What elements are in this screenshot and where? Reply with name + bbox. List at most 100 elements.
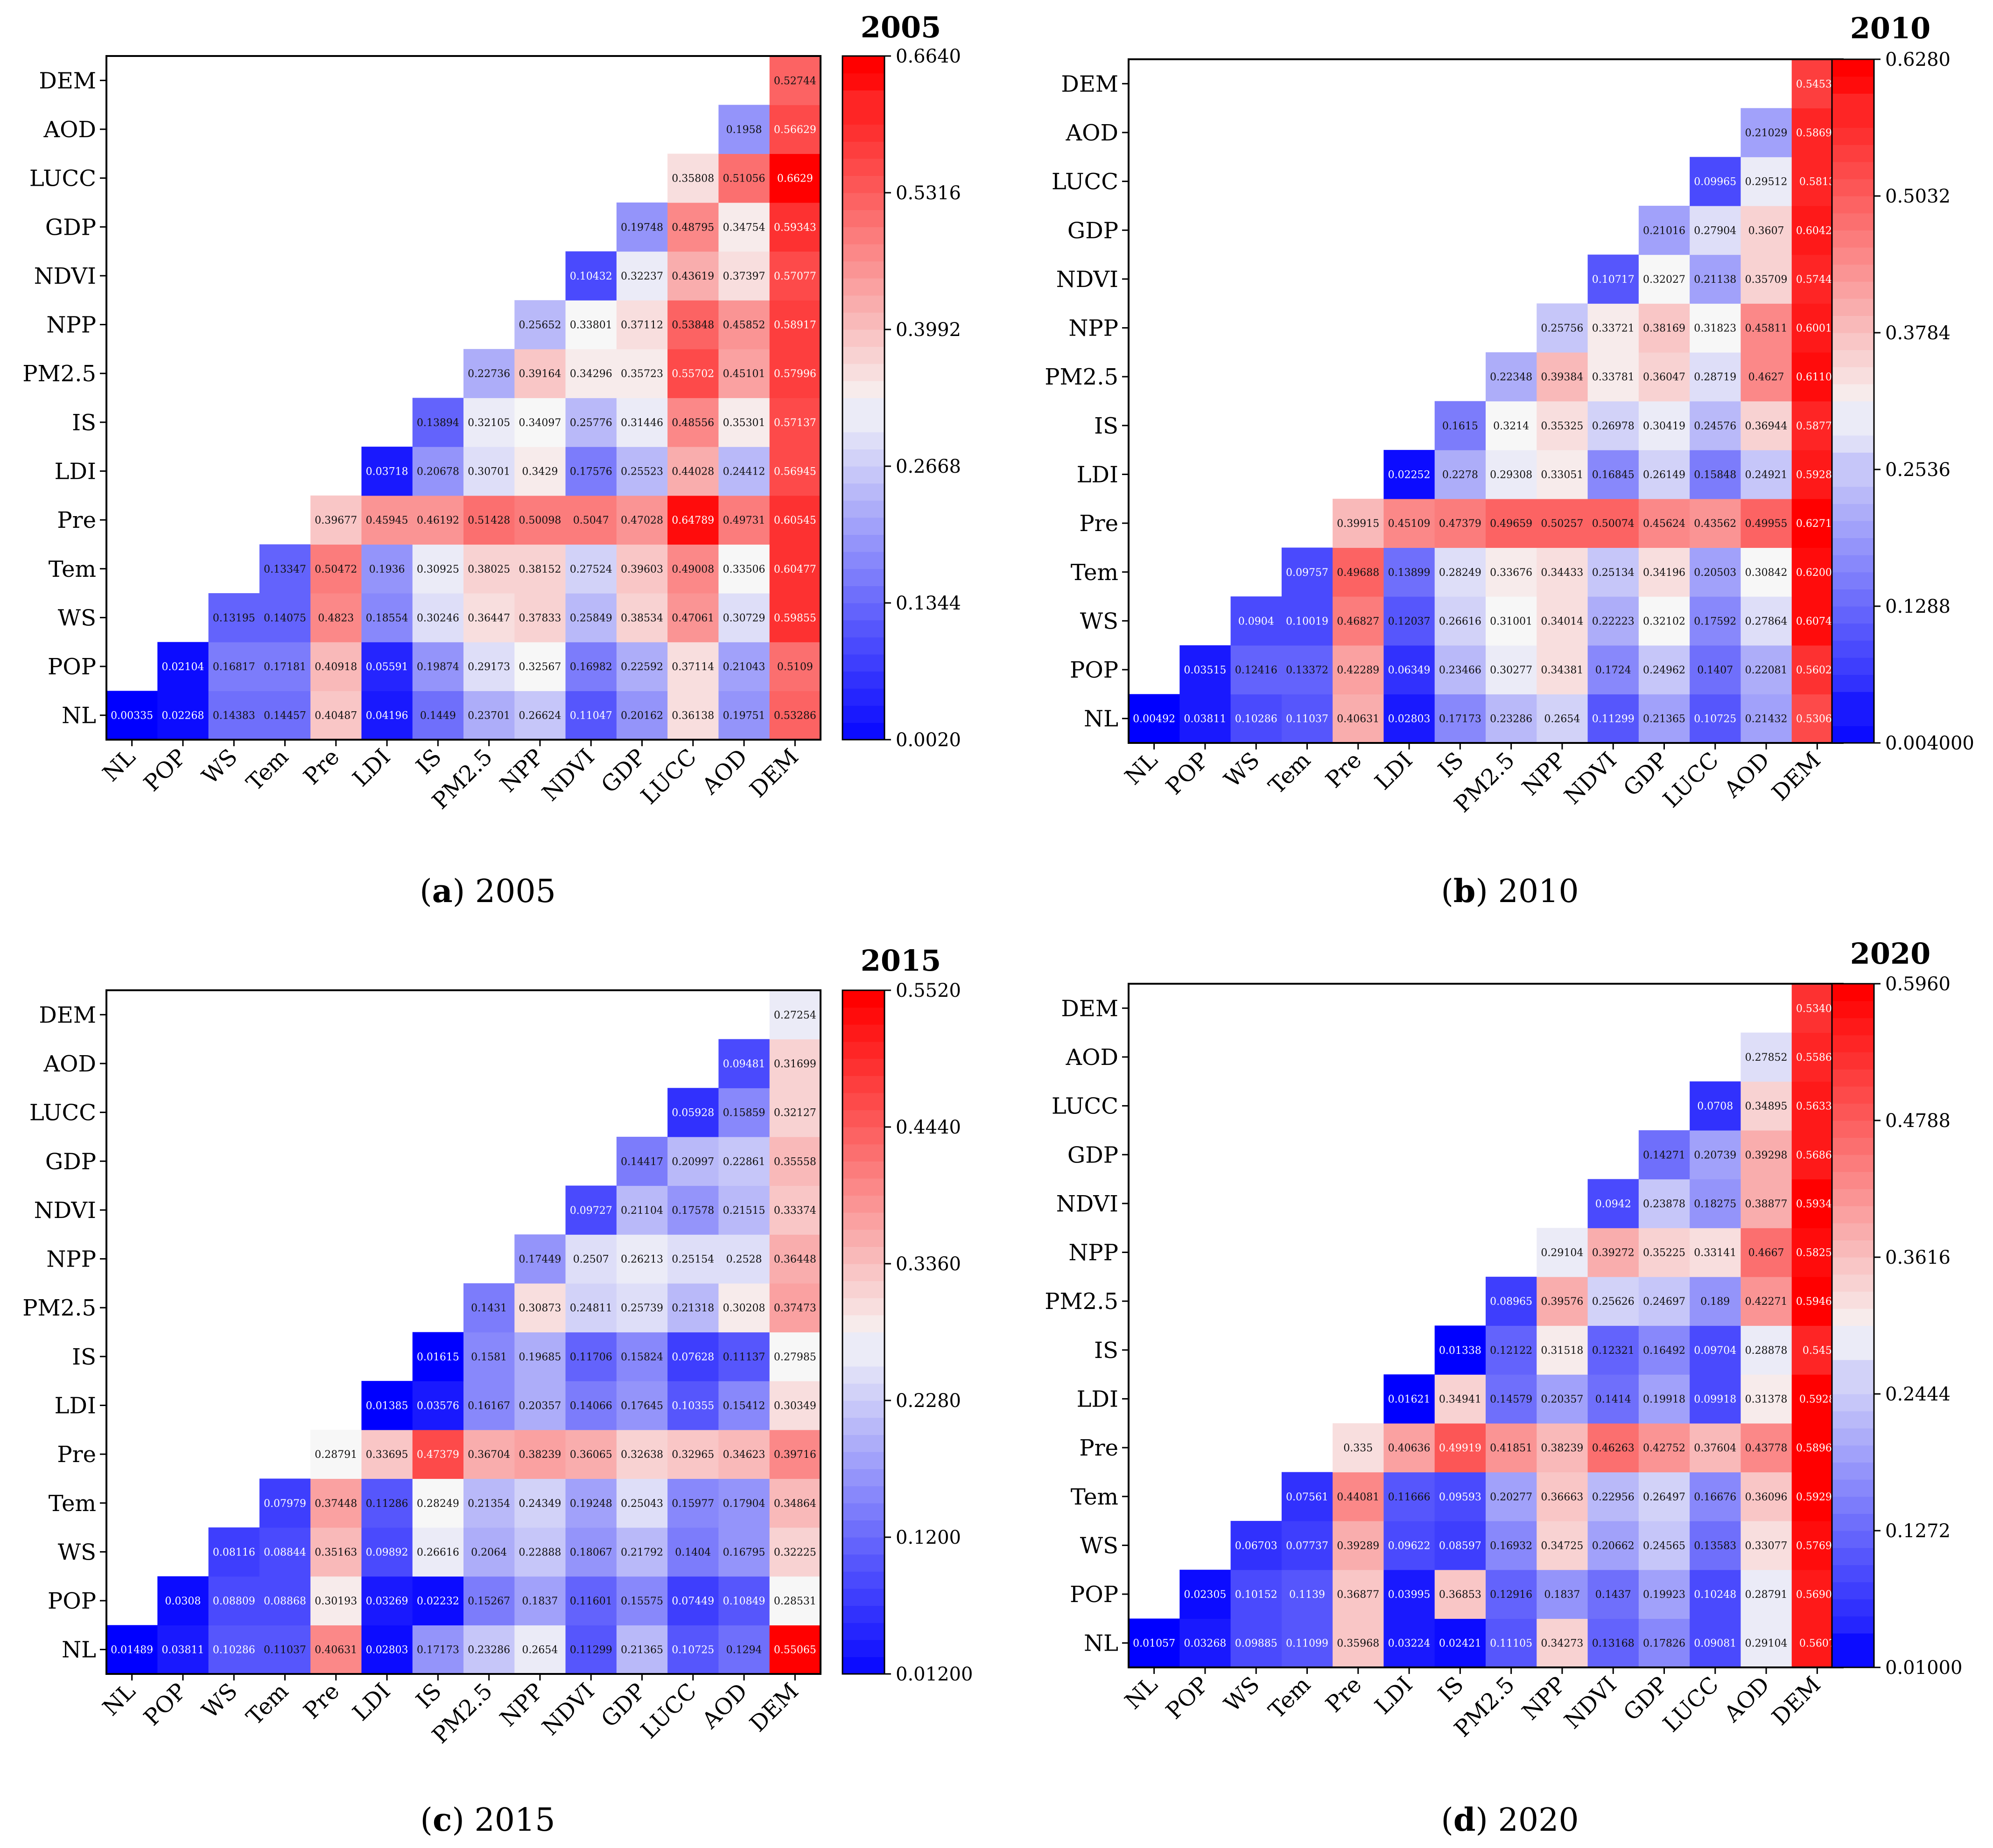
heatmap-cell <box>718 1429 770 1479</box>
cell-value-label: 0.48556 <box>672 417 714 429</box>
cell-value-label: 0.25849 <box>570 612 612 624</box>
x-tick-label: IS <box>411 1678 447 1714</box>
cell-value-label: 0.14579 <box>1490 1393 1532 1405</box>
heatmap-cell <box>769 1039 821 1088</box>
cell-value-label: 0.39384 <box>1541 371 1583 383</box>
y-tick-label: LDI <box>1077 1386 1118 1412</box>
cell-value-label: 0.53286 <box>774 710 816 722</box>
heatmap-cell <box>1230 645 1282 694</box>
cell-value-label: 0.39915 <box>1337 518 1379 530</box>
heatmap-cell <box>1638 694 1690 743</box>
heatmap-cell <box>616 1429 668 1479</box>
heatmap-cell <box>1486 547 1537 597</box>
heatmap-cell <box>1383 450 1435 499</box>
heatmap-cell <box>310 1625 362 1674</box>
cell-value-label: 0.28249 <box>417 1498 459 1510</box>
colorbar-tick-label: 0.3360 <box>896 1253 961 1275</box>
heatmap-cell <box>1537 1521 1588 1570</box>
colorbar-step <box>842 1486 884 1504</box>
cell-value-label: 0.01621 <box>1388 1393 1431 1405</box>
heatmap-cell <box>1740 450 1792 499</box>
cell-value-label: 0.09704 <box>1694 1345 1736 1357</box>
heatmap-cell <box>769 990 821 1040</box>
colorbar-step <box>842 637 884 655</box>
colorbar-step <box>1832 1086 1874 1104</box>
heatmap-cell <box>1638 401 1690 450</box>
heatmap-cell <box>1740 1325 1792 1375</box>
cell-value-label: 0.17904 <box>723 1498 765 1510</box>
cell-value-label: 0.4627 <box>1748 371 1784 383</box>
cell-value-label: 0.43778 <box>1745 1442 1788 1454</box>
cell-value-label: 0.33051 <box>1541 469 1583 481</box>
heatmap-cell <box>1434 1423 1486 1473</box>
heatmap-cell <box>1690 303 1741 353</box>
colorbar-step <box>1832 1018 1874 1036</box>
cell-value-label: 0.31378 <box>1745 1393 1788 1405</box>
heatmap-cell <box>1537 498 1588 548</box>
y-tick-label: LDI <box>1077 462 1118 488</box>
cell-value-label: 0.31446 <box>621 417 663 429</box>
colorbar-step <box>1832 401 1874 419</box>
cell-value-label: 0.36138 <box>672 710 714 722</box>
cell-value-label: 0.29173 <box>468 661 510 673</box>
cell-value-label: 0.40631 <box>315 1645 357 1656</box>
heatmap-cell <box>1740 108 1792 157</box>
heatmap-cell <box>412 544 464 594</box>
cell-value-label: 0.45101 <box>723 368 765 380</box>
heatmap-cell <box>310 1478 362 1528</box>
heatmap-cell <box>616 1478 668 1528</box>
heatmap-cell <box>1537 1618 1588 1668</box>
cell-value-label: 0.0942 <box>1595 1198 1631 1210</box>
heatmap-cell <box>1690 596 1741 646</box>
x-tick-label: DEM <box>1767 1672 1826 1730</box>
heatmap-cell <box>157 642 209 691</box>
colorbar-tick-label: 0.2668 <box>896 456 961 477</box>
cell-value-label: 0.45624 <box>1643 518 1685 530</box>
cell-value-label: 0.34623 <box>723 1449 765 1461</box>
colorbar-step <box>842 175 884 193</box>
heatmap-cell <box>718 1283 770 1333</box>
colorbar-step <box>842 1571 884 1589</box>
heatmap-cell <box>463 1332 515 1381</box>
heatmap-cell <box>1383 1374 1435 1424</box>
cell-value-label: 0.33721 <box>1592 323 1635 335</box>
colorbar-frame <box>842 989 885 1675</box>
colorbar-step <box>1832 572 1874 589</box>
cell-value-label: 0.28531 <box>774 1596 816 1607</box>
colorbar-tick-label: 0.6280 <box>1885 49 1951 70</box>
cell-value-label: 0.47028 <box>621 515 663 526</box>
cell-value-label: 0.22223 <box>1592 616 1635 627</box>
cell-value-label: 0.23466 <box>1439 665 1481 676</box>
colorbar-step <box>842 1520 884 1538</box>
cell-value-label: 0.10355 <box>672 1400 714 1412</box>
y-tick-label: NDVI <box>1056 266 1118 293</box>
colorbar-step <box>1832 1616 1874 1634</box>
cell-value-label: 0.15848 <box>1694 469 1736 481</box>
colorbar-step <box>842 1588 884 1606</box>
x-tick-label: LDI <box>1370 1672 1418 1720</box>
cell-value-label: 0.13583 <box>1694 1540 1736 1552</box>
y-tick-label: NL <box>1084 706 1118 732</box>
y-tick-label: NPP <box>1068 1240 1118 1266</box>
heatmap-cell <box>667 1527 719 1577</box>
cell-value-label: 0.15977 <box>672 1498 714 1510</box>
cell-value-label: 0.17578 <box>672 1205 714 1217</box>
y-tick-label: LDI <box>55 1393 96 1419</box>
heatmap-cell <box>565 1283 617 1333</box>
panel-title: 2020 <box>1850 937 1931 971</box>
cell-value-label: 0.02104 <box>161 661 204 673</box>
heatmap-cell <box>1333 498 1384 548</box>
cell-value-label: 0.31001 <box>1490 616 1532 627</box>
heatmap-cell <box>1434 401 1486 450</box>
cell-value-label: 0.11601 <box>570 1596 612 1607</box>
cell-value-label: 0.21043 <box>723 661 765 673</box>
colorbar-step <box>1832 555 1874 573</box>
heatmap-cell <box>1537 645 1588 694</box>
cell-value-label: 0.10849 <box>723 1596 765 1607</box>
heatmap-cell <box>565 1234 617 1284</box>
heatmap-cell <box>718 300 770 350</box>
cell-value-label: 0.47379 <box>417 1449 459 1461</box>
cell-value-label: 0.30246 <box>417 612 459 624</box>
heatmap-cell <box>1434 1374 1486 1424</box>
heatmap-cell <box>106 1625 158 1674</box>
